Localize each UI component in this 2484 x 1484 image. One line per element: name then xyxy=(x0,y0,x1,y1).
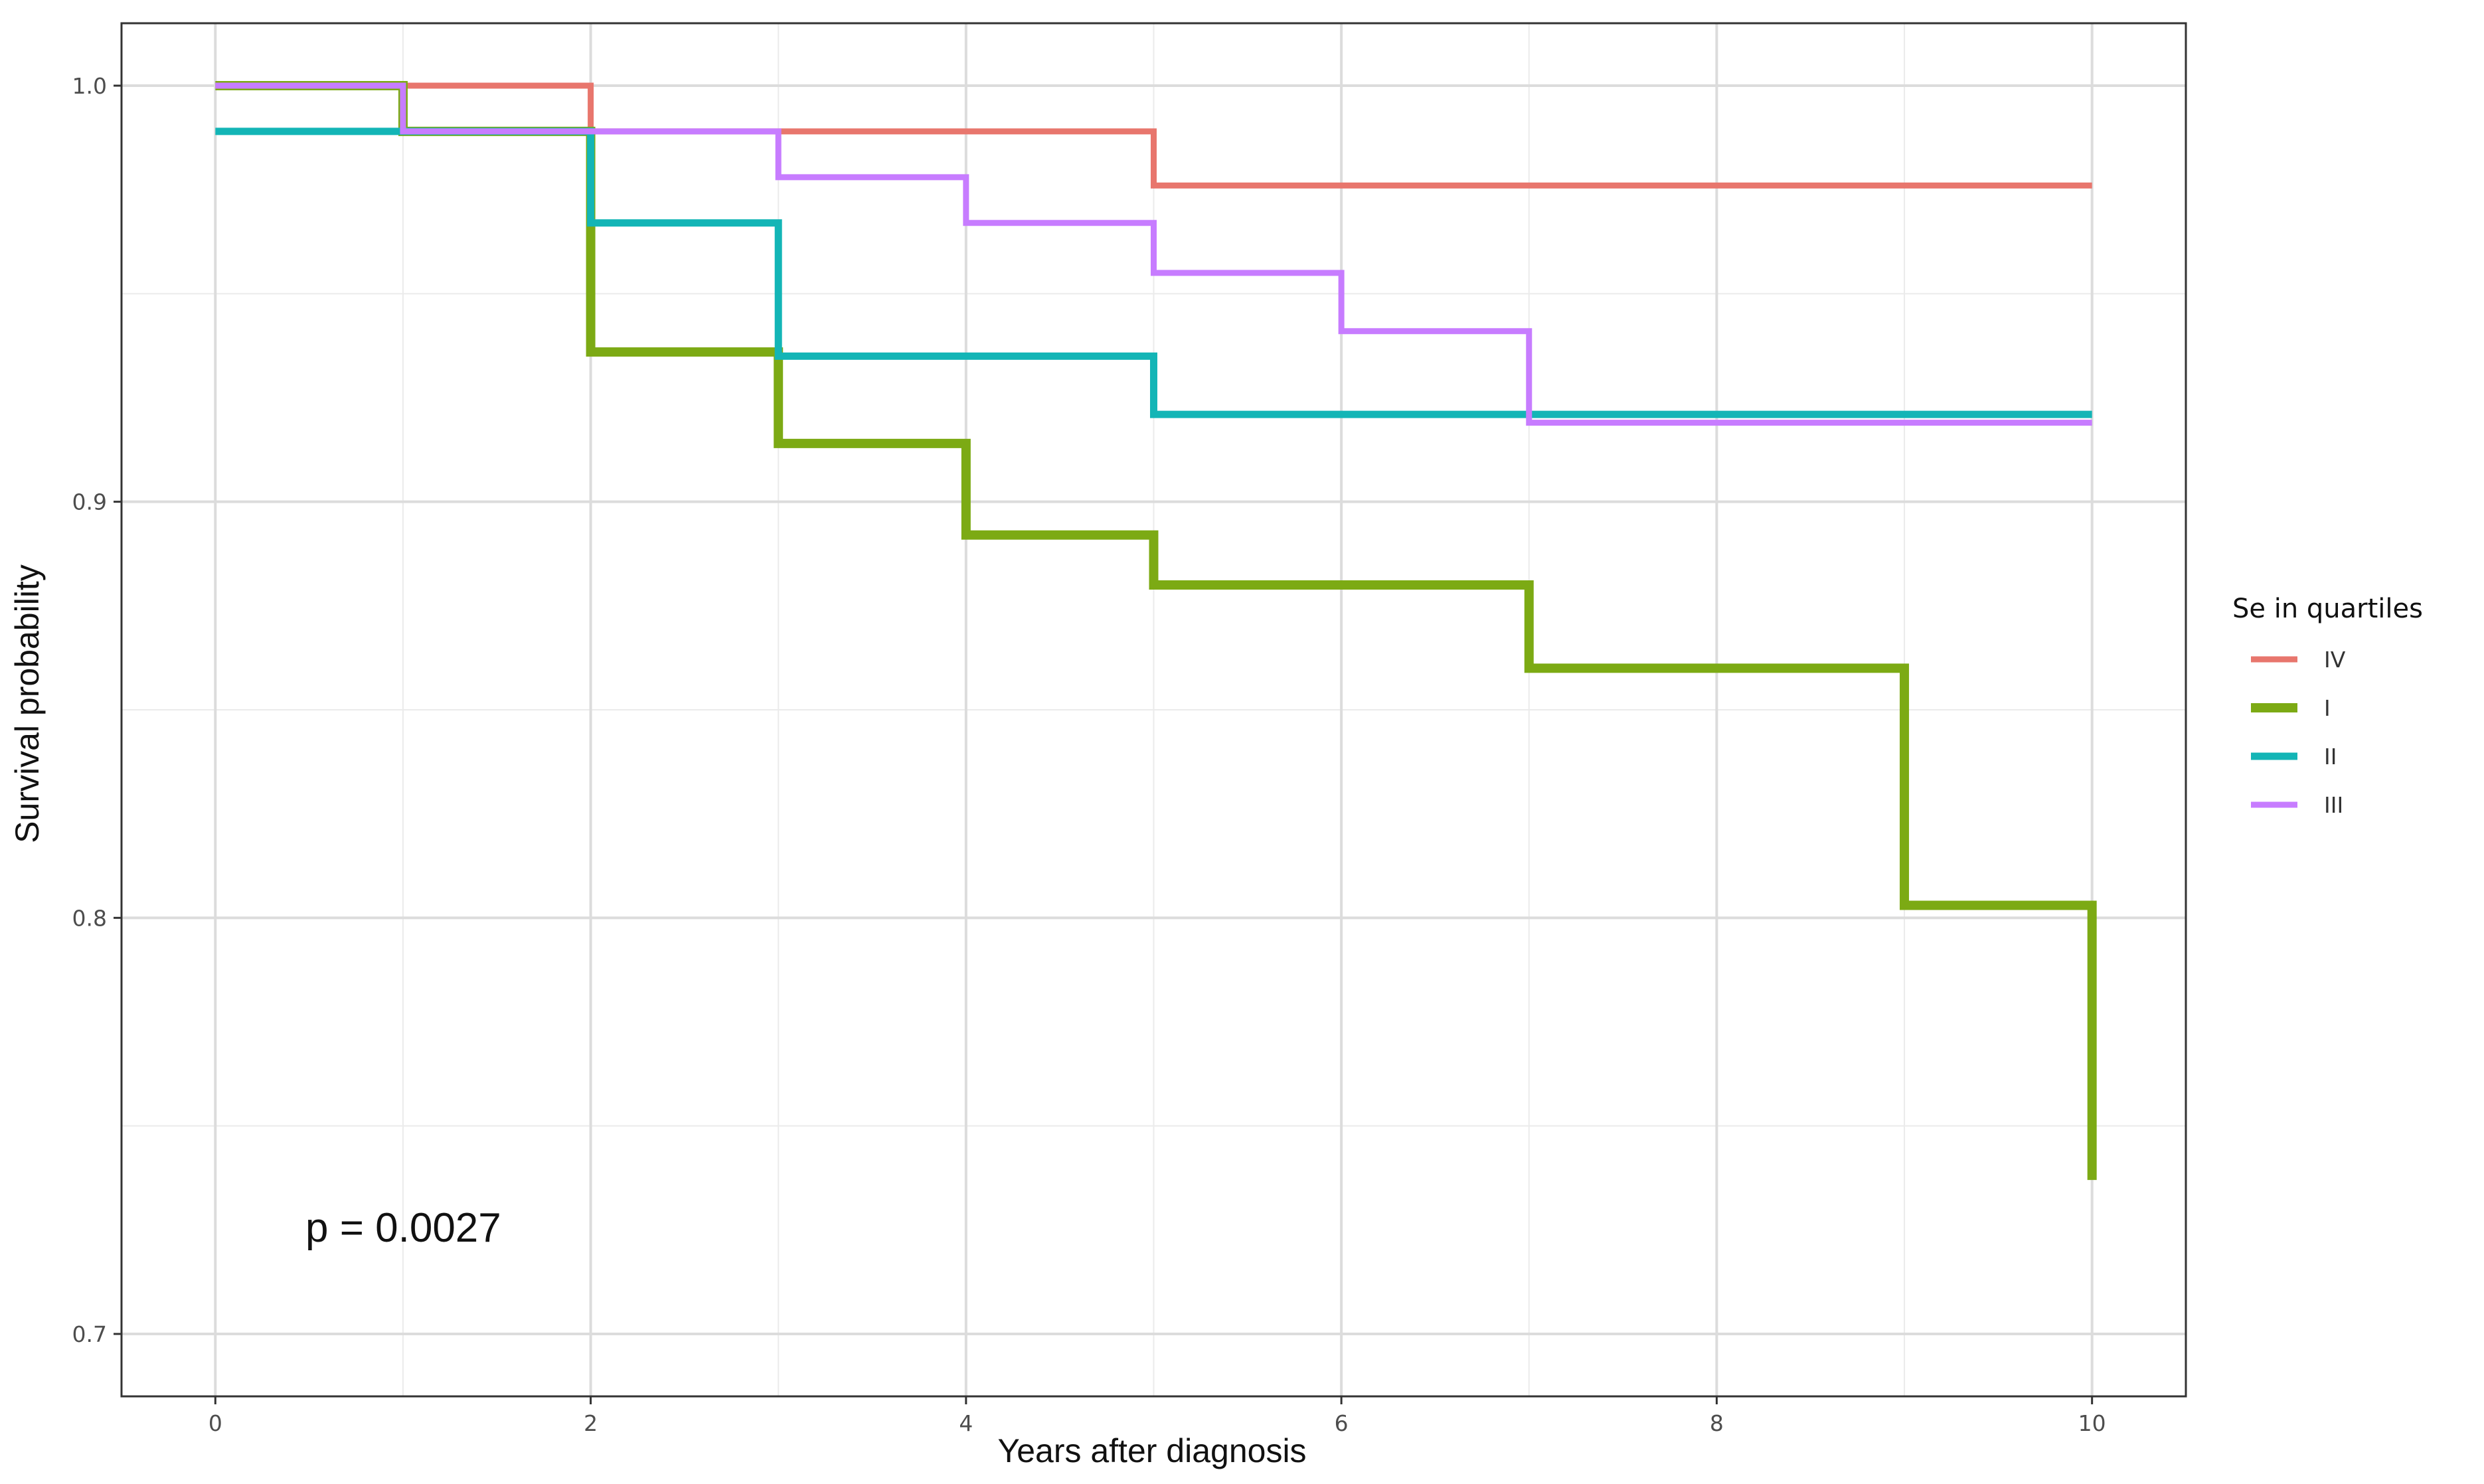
axis-ticks: 0 2 4 6 8 10 0.7 0.8 0.9 1.0 xyxy=(72,73,2106,1436)
legend-label-iii: III xyxy=(2324,792,2343,818)
y-axis-title: Survival probability xyxy=(9,564,46,843)
legend-label-iv: IV xyxy=(2324,647,2346,673)
legend-label-i: I xyxy=(2324,695,2331,721)
y-tick-label: 0.9 xyxy=(72,489,107,515)
x-tick-label: 2 xyxy=(584,1410,598,1436)
survival-curve-iv xyxy=(215,82,2092,189)
legend-label-ii: II xyxy=(2324,744,2337,770)
survival-curve-iii xyxy=(215,82,2092,426)
y-tick-label: 0.8 xyxy=(72,905,107,931)
x-tick-label: 4 xyxy=(959,1410,973,1436)
x-tick-label: 10 xyxy=(2078,1410,2106,1436)
plot-panel-border xyxy=(120,22,2187,1398)
x-tick-label: 6 xyxy=(1335,1410,1349,1436)
survival-curve-ii xyxy=(215,127,2092,418)
x-tick-label: 8 xyxy=(1710,1410,1724,1436)
y-tick-label: 0.7 xyxy=(72,1321,107,1347)
x-axis-title: Years after diagnosis xyxy=(997,1432,1306,1469)
y-tick-label: 1.0 xyxy=(72,73,107,99)
p-value-annotation: p = 0.0027 xyxy=(305,1205,501,1251)
legend-title: Se in quartiles xyxy=(2232,594,2423,624)
x-tick-label: 0 xyxy=(208,1410,222,1436)
survival-curves xyxy=(215,81,2097,1181)
